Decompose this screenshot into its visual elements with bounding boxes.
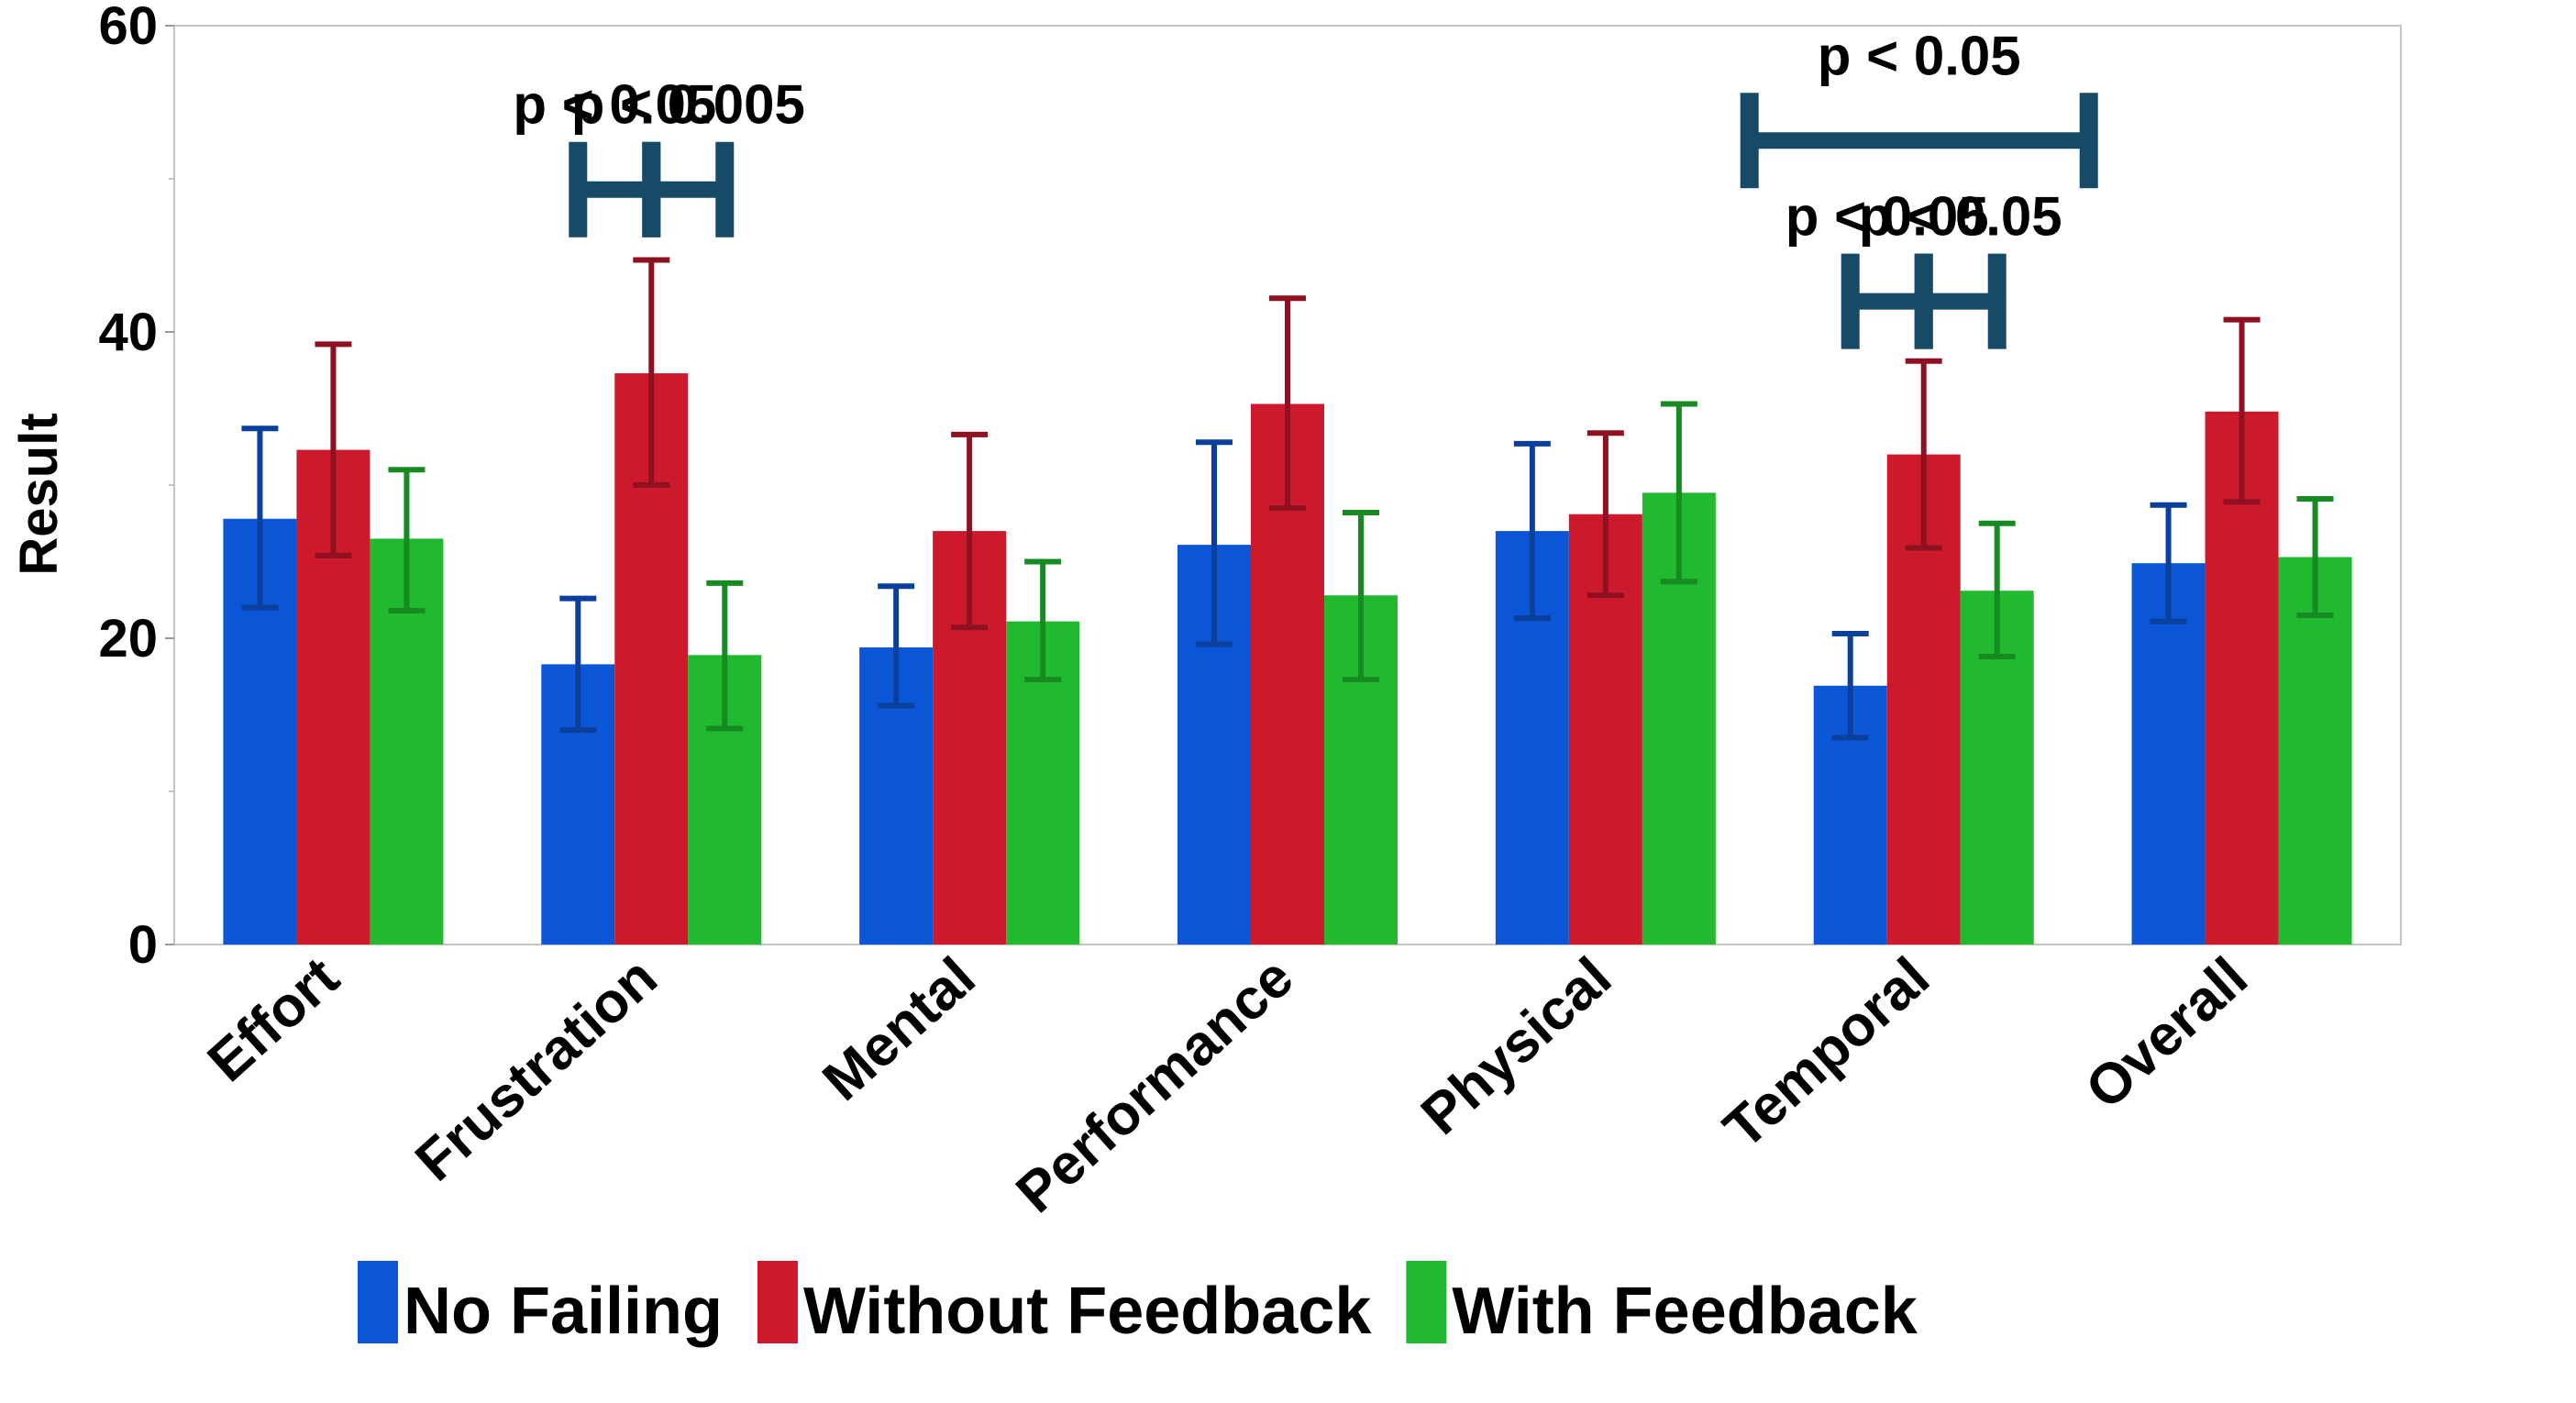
error-bar-without-feedback-temporal xyxy=(1905,358,1942,551)
x-tick-labels: Effort Frustration Mental Performance Physic… xyxy=(196,945,2260,1225)
legend-label: No Failing xyxy=(404,1275,723,1348)
bar-with-feedback-overall xyxy=(2278,557,2352,945)
y-tick-label: 60 xyxy=(98,0,158,56)
error-bar-without-feedback-frustration xyxy=(633,257,670,488)
legend-swatch xyxy=(757,1261,798,1343)
error-bar-without-feedback-effort xyxy=(315,341,352,558)
significance-label: p < 0.005 xyxy=(571,74,805,136)
y-tick-label: 40 xyxy=(98,303,158,362)
x-tick-label-physical: Physical xyxy=(1410,945,1623,1147)
significance-bracket-2: p < 0.005 xyxy=(571,74,805,238)
error-bar-with-feedback-mental xyxy=(1024,558,1062,683)
x-tick-label-temporal: Temporal xyxy=(1712,945,1941,1161)
error-bar-without-feedback-overall xyxy=(2223,316,2261,505)
error-bar-without-feedback-mental xyxy=(951,431,989,631)
error-bar-no-failing-effort xyxy=(241,425,279,611)
y-tick-label: 20 xyxy=(98,609,158,668)
error-bar-with-feedback-performance xyxy=(1343,510,1379,683)
x-tick-label-effort: Effort xyxy=(196,945,351,1094)
legend-item-no-failing: No Failing xyxy=(358,1261,723,1348)
error-bar-with-feedback-physical xyxy=(1660,401,1697,585)
error-bar-no-failing-physical xyxy=(1513,440,1551,622)
significance-bracket-5: p < 0.05 xyxy=(1740,25,2098,189)
significance-label: p < 0.05 xyxy=(513,74,716,136)
x-tick-label-overall: Overall xyxy=(2074,945,2260,1121)
significance-label: p < 0.05 xyxy=(1859,186,2062,248)
error-bar-with-feedback-effort xyxy=(388,467,426,613)
error-bar-with-feedback-temporal xyxy=(1978,520,2016,660)
legend: No Failing Without Feedback With Feedback xyxy=(358,1261,1918,1348)
y-axis-title: Result xyxy=(9,413,69,575)
error-bar-with-feedback-overall xyxy=(2296,496,2334,618)
error-bar-without-feedback-performance xyxy=(1269,295,1306,512)
error-bar-without-feedback-physical xyxy=(1587,430,1624,599)
significance-bracket-4: p < 0.05 xyxy=(1859,186,2062,349)
error-bar-no-failing-mental xyxy=(878,583,915,709)
x-tick-label-performance: Performance xyxy=(1004,945,1305,1225)
legend-label: Without Feedback xyxy=(803,1275,1372,1348)
legend-label: With Feedback xyxy=(1452,1275,1918,1348)
error-bar-with-feedback-frustration xyxy=(706,580,744,732)
x-tick-label-mental: Mental xyxy=(811,945,987,1113)
significance-label: p < 0.05 xyxy=(1818,25,2021,86)
x-tick-label-frustration: Frustration xyxy=(404,945,669,1193)
significance-label: p < 0.05 xyxy=(1786,186,1989,248)
legend-swatch xyxy=(358,1261,398,1343)
legend-swatch xyxy=(1406,1261,1447,1343)
y-tick-label: 0 xyxy=(128,915,158,975)
error-bar-no-failing-overall xyxy=(2150,502,2187,624)
bar-no-failing-overall xyxy=(2131,563,2206,945)
error-bars xyxy=(241,257,2334,741)
error-bar-no-failing-performance xyxy=(1196,439,1233,647)
legend-item-with-feedback: With Feedback xyxy=(1406,1261,1918,1348)
error-bar-no-failing-temporal xyxy=(1831,630,1869,741)
error-bar-no-failing-frustration xyxy=(559,595,597,734)
legend-item-without-feedback: Without Feedback xyxy=(757,1261,1372,1348)
